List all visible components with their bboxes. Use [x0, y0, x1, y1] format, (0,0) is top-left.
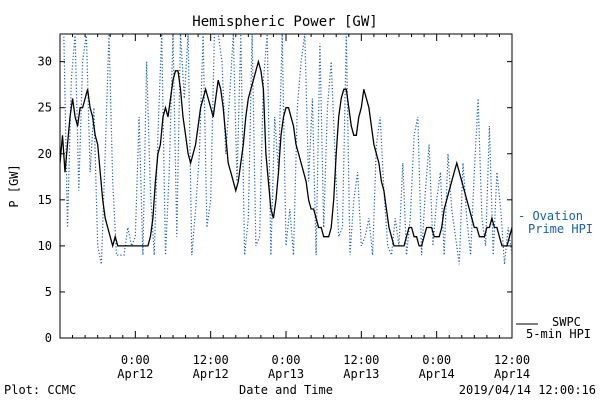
y-tick-label: 20	[38, 147, 52, 161]
x-tick-time: 0:00	[121, 353, 150, 367]
series-line-swpc	[60, 59, 512, 249]
x-tick-date: Apr14	[419, 367, 455, 381]
y-tick-label: 5	[45, 285, 52, 299]
x-tick-date: Apr13	[268, 367, 304, 381]
legend-ovation-line1: - Ovation	[518, 209, 583, 223]
x-tick-time: 12:00	[494, 353, 530, 367]
y-axis-label: P [GW]	[7, 164, 21, 207]
y-tick-label: 10	[38, 239, 52, 253]
x-axis-label: Date and Time	[239, 383, 333, 397]
x-tick-date: Apr13	[343, 367, 379, 381]
x-tick-time: 0:00	[422, 353, 451, 367]
legend-swpc: SWPC 5-min HPI	[516, 315, 591, 341]
y-tick-label: 30	[38, 55, 52, 69]
y-tick-label: 15	[38, 193, 52, 207]
x-tick-time: 0:00	[272, 353, 301, 367]
x-tick-date: Apr14	[494, 367, 530, 381]
legend-ovation-line2: Prime HPI	[528, 222, 593, 236]
x-tick-date: Apr12	[193, 367, 229, 381]
y-axis: 0 5 10 15 20 25 30	[38, 55, 512, 345]
x-tick-time: 12:00	[193, 353, 229, 367]
x-axis: 0:00Apr1212:00Apr120:00Apr1312:00Apr130:…	[59, 34, 530, 381]
footer-left: Plot: CCMC	[4, 383, 76, 397]
legend-swpc-line2: 5-min HPI	[526, 327, 591, 341]
plot-frame	[59, 33, 513, 339]
y-tick-label: 25	[38, 101, 52, 115]
series-line-ovation	[60, 34, 512, 265]
series-layer	[60, 34, 512, 265]
legend-swpc-line1: SWPC	[552, 315, 581, 329]
x-tick-date: Apr12	[117, 367, 153, 381]
x-tick-time: 12:00	[343, 353, 379, 367]
chart-title: Hemispheric Power [GW]	[192, 14, 377, 30]
footer-right: 2019/04/14 12:00:16	[459, 383, 596, 397]
legend-ovation: - Ovation Prime HPI	[518, 209, 593, 236]
y-tick-label: 0	[45, 331, 52, 345]
